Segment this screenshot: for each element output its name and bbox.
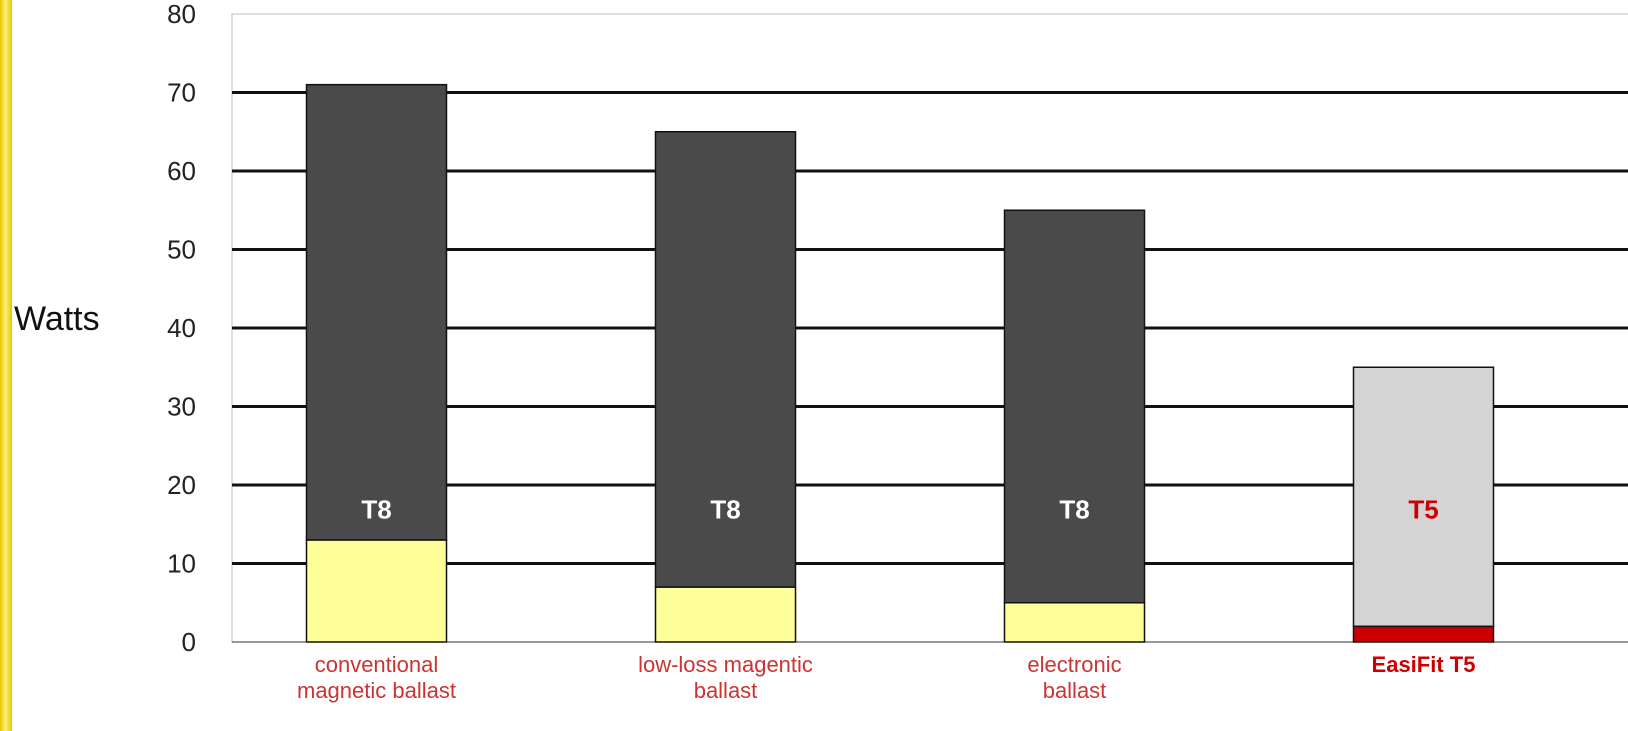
- y-axis-label: Watts: [14, 300, 100, 338]
- category-label: electronic: [1027, 652, 1121, 677]
- category-label: EasiFit T5: [1372, 652, 1476, 677]
- y-tick-label: 80: [167, 0, 196, 29]
- y-tick-label: 60: [167, 156, 196, 186]
- bar-segment-1-1: [654, 131, 797, 588]
- bar-segment-0-0: [305, 539, 448, 643]
- y-tick-label: 0: [182, 627, 196, 657]
- bar-label: T5: [1408, 494, 1438, 524]
- y-tick-label: 40: [167, 313, 196, 343]
- category-label: low-loss magentic: [638, 652, 813, 677]
- bar-label: T8: [710, 494, 740, 524]
- bars: [305, 83, 1495, 643]
- category-label: ballast: [1043, 678, 1107, 703]
- category-label: conventional: [315, 652, 439, 677]
- bar-labels: T8 T8 T8 T5: [361, 494, 1438, 524]
- y-axis-ticks: 0 10 20 30 40 50 60 70 80: [167, 0, 196, 657]
- bar-label: T8: [361, 494, 391, 524]
- bar-segment-3-1: [1352, 366, 1495, 628]
- y-tick-label: 50: [167, 235, 196, 265]
- y-tick-label: 70: [167, 78, 196, 108]
- y-tick-label: 30: [167, 392, 196, 422]
- y-tick-label: 10: [167, 549, 196, 579]
- category-label: ballast: [694, 678, 758, 703]
- bar-segment-1-0: [654, 586, 797, 643]
- category-label: magnetic ballast: [297, 678, 456, 703]
- bar-segment-3-0: [1352, 625, 1495, 643]
- left-accent-stripe: [0, 0, 12, 731]
- gridlines: [232, 91, 1628, 643]
- bar-label: T8: [1059, 494, 1089, 524]
- y-tick-label: 20: [167, 470, 196, 500]
- bar-segment-2-0: [1003, 602, 1146, 643]
- bar-segment-2-1: [1003, 209, 1146, 604]
- bar-segment-0-1: [305, 83, 448, 541]
